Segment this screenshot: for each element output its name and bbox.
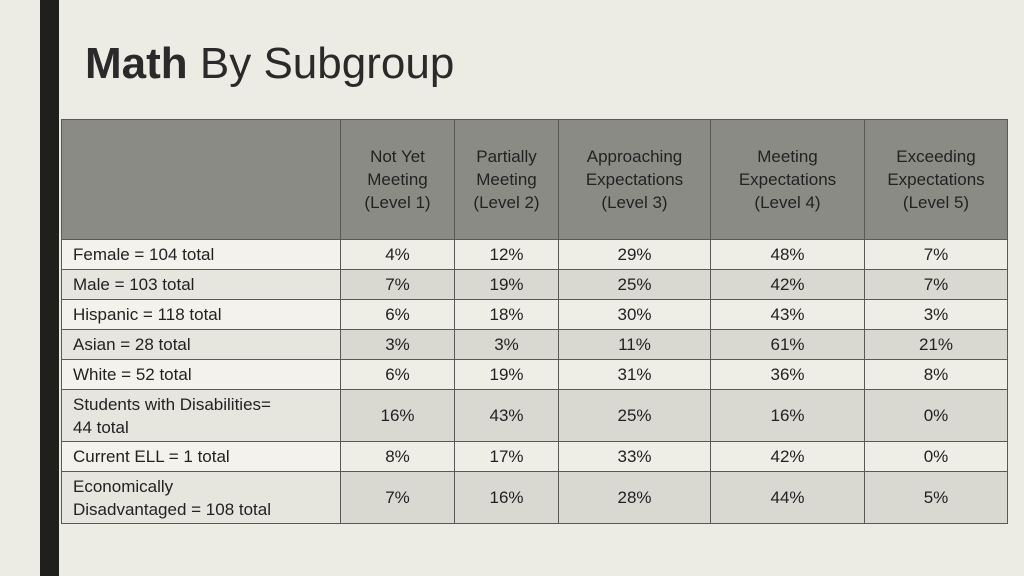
table-cell: 0%	[864, 389, 1008, 442]
table-cell: 12%	[454, 239, 559, 270]
subgroup-table: Not Yet Meeting (Level 1) Partially Meet…	[61, 119, 1008, 524]
table-row: Hispanic = 118 total 6% 18% 30% 43% 3%	[61, 299, 1008, 330]
table-cell: 7%	[340, 471, 455, 524]
table-cell: 36%	[710, 359, 865, 390]
table-cell: 6%	[340, 299, 455, 330]
title-bold: Math	[85, 39, 188, 88]
table-row: Asian = 28 total 3% 3% 11% 61% 21%	[61, 329, 1008, 360]
table-cell: 21%	[864, 329, 1008, 360]
table-cell: 16%	[710, 389, 865, 442]
row-label: White = 52 total	[61, 359, 341, 390]
table-cell: 18%	[454, 299, 559, 330]
header-level-2: Partially Meeting (Level 2)	[454, 119, 559, 240]
table-cell: 8%	[340, 441, 455, 472]
table-cell: 7%	[340, 269, 455, 300]
table-cell: 42%	[710, 269, 865, 300]
table-cell: 19%	[454, 359, 559, 390]
row-label: Students with Disabilities= 44 total	[61, 389, 341, 442]
row-label: Current ELL = 1 total	[61, 441, 341, 472]
table-cell: 42%	[710, 441, 865, 472]
table-cell: 31%	[558, 359, 711, 390]
table-cell: 33%	[558, 441, 711, 472]
table-cell: 4%	[340, 239, 455, 270]
table-cell: 29%	[558, 239, 711, 270]
row-label: Hispanic = 118 total	[61, 299, 341, 330]
table-cell: 44%	[710, 471, 865, 524]
row-label: Female = 104 total	[61, 239, 341, 270]
table-cell: 8%	[864, 359, 1008, 390]
table-cell: 43%	[454, 389, 559, 442]
table-row: Female = 104 total 4% 12% 29% 48% 7%	[61, 239, 1008, 270]
table-cell: 3%	[864, 299, 1008, 330]
table-row: Male = 103 total 7% 19% 25% 42% 7%	[61, 269, 1008, 300]
accent-bar	[40, 0, 59, 576]
table-cell: 25%	[558, 389, 711, 442]
table-cell: 16%	[340, 389, 455, 442]
table-row: Economically Disadvantaged = 108 total 7…	[61, 471, 1008, 524]
table-cell: 43%	[710, 299, 865, 330]
page-title: Math By Subgroup	[85, 36, 454, 92]
header-level-3: Approaching Expectations (Level 3)	[558, 119, 711, 240]
header-level-1: Not Yet Meeting (Level 1)	[340, 119, 455, 240]
table-cell: 48%	[710, 239, 865, 270]
row-label: Economically Disadvantaged = 108 total	[61, 471, 341, 524]
title-rest: By Subgroup	[199, 39, 455, 88]
table-row: White = 52 total 6% 19% 31% 36% 8%	[61, 359, 1008, 390]
table-cell: 19%	[454, 269, 559, 300]
table-cell: 61%	[710, 329, 865, 360]
table-cell: 5%	[864, 471, 1008, 524]
table-cell: 17%	[454, 441, 559, 472]
row-label: Male = 103 total	[61, 269, 341, 300]
table-cell: 3%	[340, 329, 455, 360]
table-cell: 25%	[558, 269, 711, 300]
row-label: Asian = 28 total	[61, 329, 341, 360]
table-cell: 0%	[864, 441, 1008, 472]
table-cell: 28%	[558, 471, 711, 524]
table-cell: 7%	[864, 239, 1008, 270]
table-cell: 3%	[454, 329, 559, 360]
table-row: Current ELL = 1 total 8% 17% 33% 42% 0%	[61, 441, 1008, 472]
header-row: Not Yet Meeting (Level 1) Partially Meet…	[61, 119, 1008, 240]
table-cell: 7%	[864, 269, 1008, 300]
table-row: Students with Disabilities= 44 total 16%…	[61, 389, 1008, 442]
table-cell: 30%	[558, 299, 711, 330]
header-level-4: Meeting Expectations (Level 4)	[710, 119, 865, 240]
table-cell: 11%	[558, 329, 711, 360]
table-cell: 6%	[340, 359, 455, 390]
table-cell: 16%	[454, 471, 559, 524]
header-corner	[61, 119, 341, 240]
header-level-5: Exceeding Expectations (Level 5)	[864, 119, 1008, 240]
